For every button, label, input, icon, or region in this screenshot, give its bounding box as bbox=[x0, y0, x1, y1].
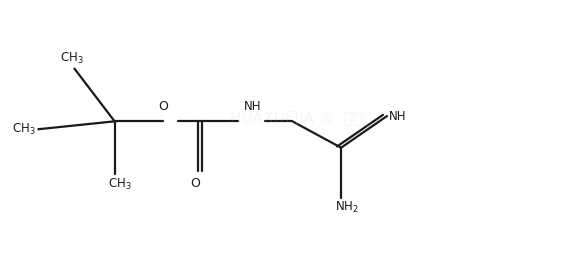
Text: NH: NH bbox=[389, 109, 406, 123]
Text: CH$_3$: CH$_3$ bbox=[60, 51, 83, 66]
Text: HUAXUEJIA ®  化学加: HUAXUEJIA ® 化学加 bbox=[230, 111, 372, 126]
Text: NH: NH bbox=[244, 100, 261, 114]
Text: NH$_2$: NH$_2$ bbox=[335, 200, 359, 215]
Text: CH$_3$: CH$_3$ bbox=[12, 122, 35, 137]
Text: O: O bbox=[190, 177, 200, 190]
Text: CH$_3$: CH$_3$ bbox=[108, 177, 132, 192]
Text: O: O bbox=[159, 100, 168, 114]
